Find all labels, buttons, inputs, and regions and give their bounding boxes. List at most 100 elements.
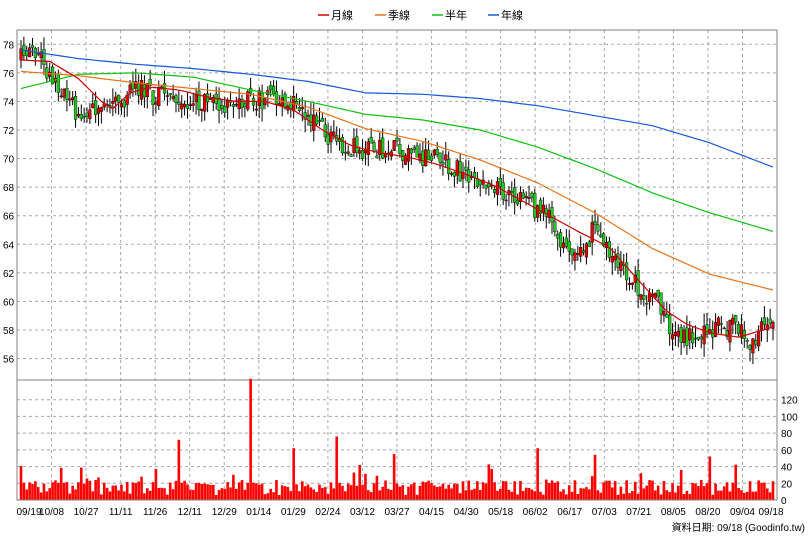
- volume-bar: [91, 491, 95, 500]
- candle-up: [99, 106, 103, 112]
- candle-up: [191, 103, 195, 106]
- volume-bar: [757, 480, 760, 500]
- volume-bar: [234, 488, 238, 500]
- candle-down: [458, 161, 462, 182]
- volume-bar: [556, 481, 560, 500]
- volume-bar: [189, 489, 192, 500]
- volume-bar: [415, 494, 419, 500]
- volume-bar: [220, 488, 224, 500]
- candle-down: [581, 250, 586, 253]
- date-tick-label: 06/02: [523, 507, 548, 518]
- candle-down: [492, 189, 497, 194]
- candle-up: [346, 151, 350, 154]
- volume-bar: [435, 486, 439, 500]
- volume-bar: [754, 491, 758, 500]
- volume-bar: [748, 481, 752, 500]
- candle-up: [449, 173, 454, 175]
- price-axis-ticks: 56 58 60 62 64 66 68 70 72 74 76 78: [3, 40, 15, 365]
- candle-up: [673, 331, 678, 336]
- date-tick-label: 08/05: [661, 507, 686, 518]
- volume-bar: [349, 485, 353, 500]
- volume-bar: [665, 490, 669, 500]
- candle-down: [116, 94, 121, 103]
- volume-bar: [412, 482, 416, 500]
- volume-bar: [361, 484, 364, 500]
- volume-bar: [174, 480, 178, 500]
- candle-up: [504, 199, 508, 202]
- volume-bar: [232, 474, 235, 500]
- candle-down: [464, 166, 468, 171]
- volume-bar: [714, 483, 717, 500]
- candle-up: [716, 317, 721, 326]
- candle-up: [639, 294, 643, 300]
- volume-bar: [326, 494, 330, 500]
- volume-bar: [338, 482, 341, 500]
- volume-bar: [237, 482, 241, 500]
- volume-bar: [65, 482, 69, 500]
- candle-up: [246, 91, 250, 110]
- volume-bar: [599, 492, 603, 500]
- volume-bar: [751, 491, 755, 500]
- volume-bar: [654, 490, 657, 500]
- candle-up: [722, 327, 726, 330]
- candle-up: [200, 108, 204, 111]
- volume-bar: [504, 481, 508, 500]
- volume-bar: [323, 487, 327, 500]
- volume-bar: [699, 479, 703, 500]
- volume-bar: [257, 484, 261, 500]
- candle-down: [340, 137, 345, 154]
- date-tick-label: 12/11: [178, 507, 203, 518]
- volume-bar: [533, 491, 537, 500]
- candle-down: [564, 237, 568, 247]
- volume-bar: [458, 493, 462, 500]
- volume-bar: [25, 489, 29, 500]
- volume-bar: [306, 484, 310, 500]
- volume-bar: [622, 493, 626, 500]
- candle-down: [596, 224, 600, 232]
- volume-bar: [378, 490, 382, 500]
- volume-bar: [763, 482, 766, 500]
- candle-down: [510, 190, 514, 194]
- volume-bar: [499, 488, 502, 500]
- volume-bar: [229, 487, 232, 500]
- volume-bar: [134, 482, 138, 500]
- candle-up: [524, 195, 528, 198]
- volume-bar: [455, 484, 459, 500]
- candle-up: [96, 107, 101, 114]
- candle-down: [326, 134, 330, 145]
- volume-bar: [68, 493, 72, 500]
- candle-down: [148, 78, 152, 86]
- candle-up: [728, 320, 732, 343]
- volume-bar: [31, 483, 34, 500]
- volume-bar: [542, 494, 545, 500]
- volume-bar: [194, 483, 198, 500]
- volume-bar: [582, 488, 585, 500]
- volume-bar: [602, 482, 605, 500]
- volume-bar: [398, 486, 402, 500]
- candle-down: [685, 327, 689, 346]
- candle-down: [94, 100, 98, 116]
- volume-bar: [421, 481, 425, 500]
- candle-down: [719, 323, 723, 325]
- volume-bar: [85, 478, 89, 500]
- candle-down: [360, 150, 365, 159]
- volume-bar: [562, 489, 565, 500]
- candle-down: [441, 162, 445, 165]
- candle-up: [306, 115, 310, 117]
- volume-bar: [688, 494, 692, 500]
- volume-bar: [283, 486, 287, 500]
- candle-down: [530, 192, 534, 198]
- candle-down: [415, 145, 419, 158]
- volume-bar: [114, 485, 118, 500]
- volume-bar: [252, 482, 255, 500]
- candle-down: [309, 114, 313, 126]
- volume-bar: [524, 487, 528, 500]
- volume-bar: [289, 491, 293, 500]
- volume-bar: [516, 494, 519, 500]
- volume-bar: [702, 486, 706, 500]
- candle-down: [533, 193, 537, 218]
- candle-down: [82, 115, 86, 118]
- volume-bar: [151, 482, 155, 500]
- candle-down: [381, 137, 385, 159]
- candle-down: [56, 74, 60, 93]
